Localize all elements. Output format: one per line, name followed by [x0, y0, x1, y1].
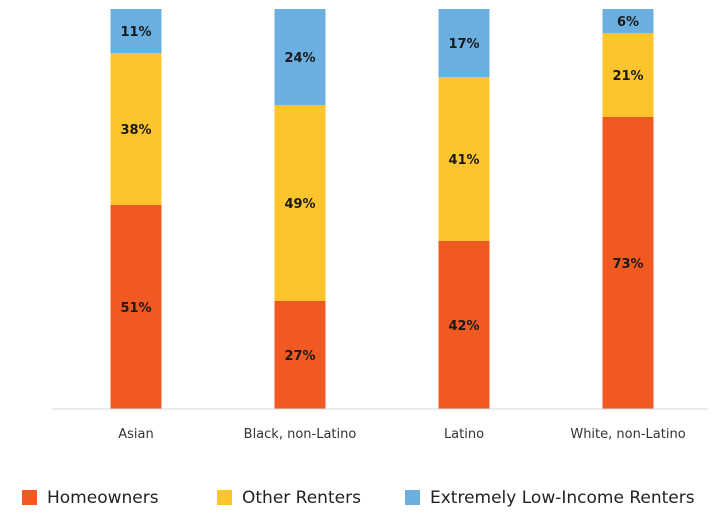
data-label-white-non-latino-homeowners: 73%	[612, 257, 643, 272]
bar-segment-white-non-latino-extremely-low-income-renters	[602, 9, 654, 33]
data-label-latino-homeowners: 42%	[448, 319, 479, 334]
data-label-black-non-latino-homeowners: 27%	[284, 349, 315, 364]
legend-swatch-homeowners	[22, 490, 37, 505]
bar-segment-asian-other-renters	[110, 53, 162, 205]
data-label-black-non-latino-other-renters: 49%	[284, 197, 315, 212]
data-label-white-non-latino-other-renters: 21%	[612, 69, 643, 84]
bar-segment-latino-extremely-low-income-renters	[438, 9, 490, 77]
x-tick-labels: Asian Black, non-Latino Latino White, non-L…	[118, 427, 685, 442]
bar-segment-latino-homeowners	[438, 241, 490, 409]
bar-segment-black-non-latino-homeowners	[274, 301, 326, 409]
data-label-black-non-latino-extremely-low-income-renters: 24%	[284, 51, 315, 66]
bar-segment-black-non-latino-extremely-low-income-renters	[274, 9, 326, 105]
bar-segment-asian-homeowners	[110, 205, 162, 409]
legend-swatch-other-renters	[217, 490, 232, 505]
legend-item-extremely-low-income-renters: Extremely Low-Income Renters	[405, 488, 695, 508]
bar-segment-white-non-latino-other-renters	[602, 33, 654, 117]
legend-label-other-renters: Other Renters	[242, 488, 361, 508]
legend: Homeowners Other Renters Extremely Low-Inc…	[22, 488, 695, 508]
x-tick-label-latino: Latino	[444, 427, 484, 442]
data-label-white-non-latino-extremely-low-income-renters: 6%	[617, 15, 639, 30]
bar-segment-white-non-latino-homeowners	[602, 117, 654, 409]
legend-item-other-renters: Other Renters	[217, 488, 361, 508]
data-label-latino-extremely-low-income-renters: 17%	[448, 37, 479, 52]
bar-segment-asian-extremely-low-income-renters	[110, 9, 162, 53]
data-label-asian-homeowners: 51%	[120, 301, 151, 316]
data-label-asian-extremely-low-income-renters: 11%	[120, 25, 151, 40]
bar-segment-latino-other-renters	[438, 77, 490, 241]
x-tick-label-white-non-latino: White, non-Latino	[570, 427, 685, 442]
data-label-latino-other-renters: 41%	[448, 153, 479, 168]
legend-item-homeowners: Homeowners	[22, 488, 159, 508]
legend-label-extremely-low-income-renters: Extremely Low-Income Renters	[430, 488, 695, 508]
bar-segment-black-non-latino-other-renters	[274, 105, 326, 301]
data-label-asian-other-renters: 38%	[120, 123, 151, 138]
bars-layer: 51% 38% 11% 27% 49% 24% 42% 41% 17% 73% 21% 6%	[110, 9, 654, 409]
x-tick-label-black-non-latino: Black, non-Latino	[244, 427, 357, 442]
legend-swatch-extremely-low-income-renters	[405, 490, 420, 505]
x-tick-label-asian: Asian	[118, 427, 153, 442]
legend-label-homeowners: Homeowners	[47, 488, 159, 508]
